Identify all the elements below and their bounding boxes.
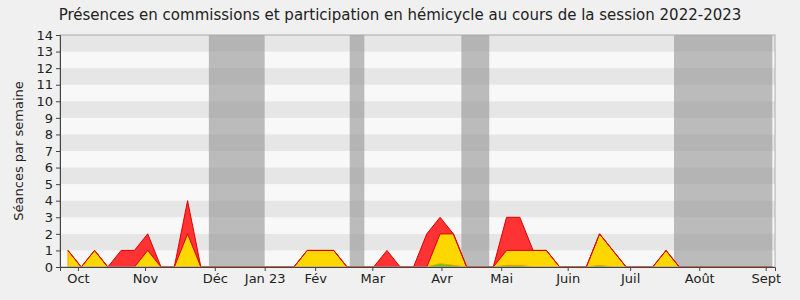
tick-label: Fév [304,271,327,286]
tick-label: Mai [490,271,513,286]
tick: Oct [67,267,89,286]
tick-label: Sept [751,271,781,286]
tick-label: 1 [45,243,53,258]
tick-label: 3 [45,210,53,225]
tick-mark [56,118,60,119]
tick: 7 [45,144,60,159]
tick-mark [56,168,60,169]
tick: Déc [203,267,228,286]
grid [60,35,775,267]
tick: 8 [45,127,60,142]
plot-area [60,35,775,267]
tick-mark [56,52,60,53]
background [0,0,800,300]
tick: 6 [45,160,60,175]
tick-mark [56,267,60,268]
tick: 14 [36,28,60,43]
tick: 11 [36,77,60,92]
tick: 2 [45,227,60,242]
title: Présences en commissions et participatio… [59,6,742,24]
tick-label: 8 [45,127,53,142]
chart: 01234567891011121314OctNovDécJan 23FévMa… [0,0,800,300]
tick-label: Mar [361,271,386,286]
tick-label: Juin [555,271,580,286]
tick: 13 [36,44,60,59]
tick: 0 [45,260,60,275]
y-axis: 01234567891011121314 [36,28,60,275]
tick-label: 9 [45,111,53,126]
tick: Mar [361,267,386,286]
tick-label: Avr [431,271,453,286]
tick-label: Nov [133,271,159,286]
tick-mark [56,201,60,202]
tick-mark [56,250,60,251]
tick: Nov [133,267,159,286]
tick-label: 10 [36,94,53,109]
tick-mark [56,35,60,36]
tick: 9 [45,111,60,126]
tick-label: Jan 23 [244,271,286,286]
tick-mark [56,134,60,135]
tick: Août [685,267,715,286]
tick-label: 6 [45,160,53,175]
tick: Fév [304,267,327,286]
tick-mark [56,101,60,102]
tick-mark [56,85,60,86]
grid-band [60,201,775,218]
axis-title: Séances par semaine [11,81,26,220]
tick: 10 [36,94,60,109]
tick: Juil [620,267,640,286]
tick-label: Juil [620,271,640,286]
tick-label: 13 [36,44,53,59]
axis-line [56,36,61,268]
tick: Avr [431,267,453,286]
tick-label: 7 [45,144,53,159]
grid-band [60,168,775,185]
tick-mark [56,234,60,235]
tick: 3 [45,210,60,225]
tick-label: Août [685,271,715,286]
grid-band [60,134,775,151]
tick: Jan 23 [244,267,286,286]
shaded-range [350,35,365,267]
tick-label: Oct [67,271,89,286]
shaded-range [209,35,265,267]
tick: Mai [490,267,513,286]
frame [60,35,775,267]
tick-mark [56,151,60,152]
x-axis: Oct Nov Déc Jan 23 Fév Mar Avr Mai Juin Juil Août S… [61,267,782,286]
shaded-range [674,35,772,267]
grid-band [60,101,775,118]
tick-mark [56,68,60,69]
tick-mark [56,184,60,185]
area [68,201,772,267]
tick-mark [56,217,60,218]
tick-label: 14 [36,28,53,43]
tick-label: 11 [36,77,53,92]
tick-label: Déc [203,271,228,286]
grid-band [60,68,775,85]
tick-label: 12 [36,61,53,76]
grid-band [60,35,775,52]
grid-band [60,234,775,251]
shaded-range [461,35,489,267]
tick: 12 [36,61,60,76]
tick-label: 0 [45,260,53,275]
tick: Juin [555,267,580,286]
tick-label: 5 [45,177,53,192]
tick: 1 [45,243,60,258]
tick: Sept [751,267,781,286]
axis-line [61,268,776,272]
tick-label: 2 [45,227,53,242]
marks [68,35,772,267]
tick: 4 [45,193,60,208]
tick-label: 4 [45,193,53,208]
tick: 5 [45,177,60,192]
